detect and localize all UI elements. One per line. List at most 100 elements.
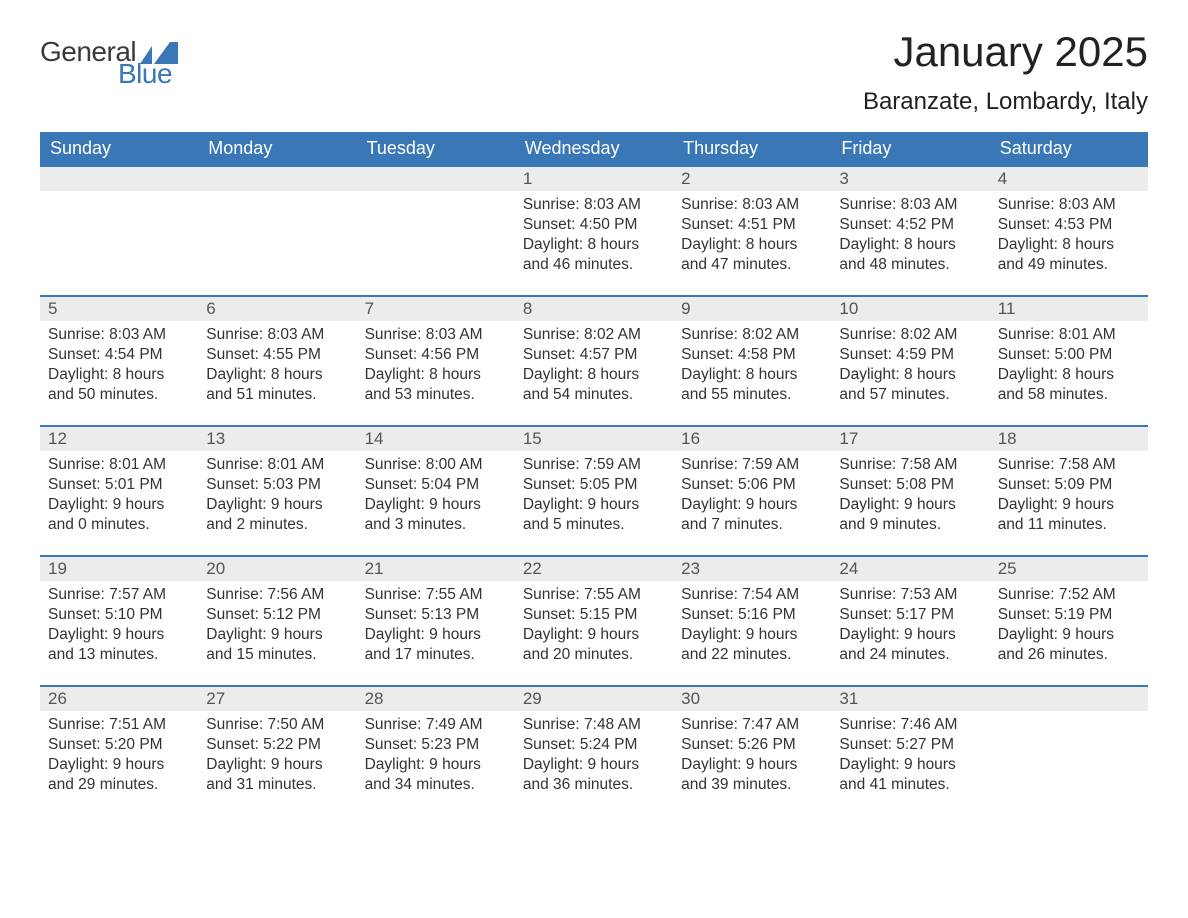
logo: General Blue [40,28,178,90]
day-header: Thursday [673,132,831,166]
week-row: 1Sunrise: 8:03 AMSunset: 4:50 PMDaylight… [40,166,1148,296]
day-header: Saturday [990,132,1148,166]
day-number: 28 [357,687,515,711]
day-cell: 16Sunrise: 7:59 AMSunset: 5:06 PMDayligh… [673,426,831,556]
day-cell: 10Sunrise: 8:02 AMSunset: 4:59 PMDayligh… [831,296,989,426]
day-number: 8 [515,297,673,321]
day-details: Sunrise: 8:03 AMSunset: 4:53 PMDaylight:… [990,191,1148,286]
day-number-empty [40,167,198,191]
day-header: Monday [198,132,356,166]
day-cell: 26Sunrise: 7:51 AMSunset: 5:20 PMDayligh… [40,686,198,816]
day-cell: 28Sunrise: 7:49 AMSunset: 5:23 PMDayligh… [357,686,515,816]
logo-text-blue: Blue [118,58,172,90]
day-cell: 13Sunrise: 8:01 AMSunset: 5:03 PMDayligh… [198,426,356,556]
day-cell: 29Sunrise: 7:48 AMSunset: 5:24 PMDayligh… [515,686,673,816]
day-number: 26 [40,687,198,711]
day-details: Sunrise: 8:02 AMSunset: 4:57 PMDaylight:… [515,321,673,416]
day-number: 4 [990,167,1148,191]
day-cell: 19Sunrise: 7:57 AMSunset: 5:10 PMDayligh… [40,556,198,686]
day-cell: 8Sunrise: 8:02 AMSunset: 4:57 PMDaylight… [515,296,673,426]
day-details: Sunrise: 8:02 AMSunset: 4:58 PMDaylight:… [673,321,831,416]
day-cell: 23Sunrise: 7:54 AMSunset: 5:16 PMDayligh… [673,556,831,686]
day-number: 20 [198,557,356,581]
day-cell: 27Sunrise: 7:50 AMSunset: 5:22 PMDayligh… [198,686,356,816]
day-details: Sunrise: 7:55 AMSunset: 5:15 PMDaylight:… [515,581,673,676]
day-cell [990,686,1148,816]
day-number: 14 [357,427,515,451]
day-number: 22 [515,557,673,581]
day-cell: 12Sunrise: 8:01 AMSunset: 5:01 PMDayligh… [40,426,198,556]
day-details: Sunrise: 8:03 AMSunset: 4:52 PMDaylight:… [831,191,989,286]
day-details: Sunrise: 7:54 AMSunset: 5:16 PMDaylight:… [673,581,831,676]
title-block: January 2025 Baranzate, Lombardy, Italy [863,28,1148,116]
day-number: 19 [40,557,198,581]
day-cell: 5Sunrise: 8:03 AMSunset: 4:54 PMDaylight… [40,296,198,426]
day-number: 11 [990,297,1148,321]
day-number: 15 [515,427,673,451]
week-row: 5Sunrise: 8:03 AMSunset: 4:54 PMDaylight… [40,296,1148,426]
day-number-empty [357,167,515,191]
week-row: 26Sunrise: 7:51 AMSunset: 5:20 PMDayligh… [40,686,1148,816]
day-number: 3 [831,167,989,191]
day-number: 25 [990,557,1148,581]
week-row: 19Sunrise: 7:57 AMSunset: 5:10 PMDayligh… [40,556,1148,686]
day-details: Sunrise: 7:48 AMSunset: 5:24 PMDaylight:… [515,711,673,806]
day-details: Sunrise: 7:58 AMSunset: 5:08 PMDaylight:… [831,451,989,546]
day-details: Sunrise: 7:57 AMSunset: 5:10 PMDaylight:… [40,581,198,676]
day-cell: 17Sunrise: 7:58 AMSunset: 5:08 PMDayligh… [831,426,989,556]
page-header: General Blue January 2025 Baranzate, Lom… [40,28,1148,116]
day-number: 16 [673,427,831,451]
day-number: 13 [198,427,356,451]
day-details: Sunrise: 7:50 AMSunset: 5:22 PMDaylight:… [198,711,356,806]
day-number: 31 [831,687,989,711]
day-details: Sunrise: 8:00 AMSunset: 5:04 PMDaylight:… [357,451,515,546]
day-details: Sunrise: 7:56 AMSunset: 5:12 PMDaylight:… [198,581,356,676]
day-cell: 14Sunrise: 8:00 AMSunset: 5:04 PMDayligh… [357,426,515,556]
day-number-empty [990,687,1148,711]
day-details: Sunrise: 8:03 AMSunset: 4:54 PMDaylight:… [40,321,198,416]
day-header: Tuesday [357,132,515,166]
day-details: Sunrise: 7:59 AMSunset: 5:06 PMDaylight:… [673,451,831,546]
day-details: Sunrise: 8:01 AMSunset: 5:01 PMDaylight:… [40,451,198,546]
day-number: 27 [198,687,356,711]
month-title: January 2025 [863,28,1148,76]
day-cell [198,166,356,296]
day-header: Friday [831,132,989,166]
day-cell: 9Sunrise: 8:02 AMSunset: 4:58 PMDaylight… [673,296,831,426]
day-number: 5 [40,297,198,321]
day-number: 9 [673,297,831,321]
day-number: 2 [673,167,831,191]
day-details: Sunrise: 7:52 AMSunset: 5:19 PMDaylight:… [990,581,1148,676]
day-details: Sunrise: 7:53 AMSunset: 5:17 PMDaylight:… [831,581,989,676]
day-number: 18 [990,427,1148,451]
day-number: 1 [515,167,673,191]
day-details: Sunrise: 8:03 AMSunset: 4:55 PMDaylight:… [198,321,356,416]
day-header: Wednesday [515,132,673,166]
day-cell: 24Sunrise: 7:53 AMSunset: 5:17 PMDayligh… [831,556,989,686]
day-details: Sunrise: 8:01 AMSunset: 5:00 PMDaylight:… [990,321,1148,416]
day-cell: 30Sunrise: 7:47 AMSunset: 5:26 PMDayligh… [673,686,831,816]
day-details: Sunrise: 7:59 AMSunset: 5:05 PMDaylight:… [515,451,673,546]
day-cell: 1Sunrise: 8:03 AMSunset: 4:50 PMDaylight… [515,166,673,296]
day-details: Sunrise: 8:02 AMSunset: 4:59 PMDaylight:… [831,321,989,416]
day-header: Sunday [40,132,198,166]
day-cell: 15Sunrise: 7:59 AMSunset: 5:05 PMDayligh… [515,426,673,556]
day-number: 12 [40,427,198,451]
day-details: Sunrise: 7:49 AMSunset: 5:23 PMDaylight:… [357,711,515,806]
day-number-empty [198,167,356,191]
day-cell: 11Sunrise: 8:01 AMSunset: 5:00 PMDayligh… [990,296,1148,426]
day-number: 10 [831,297,989,321]
day-cell: 7Sunrise: 8:03 AMSunset: 4:56 PMDaylight… [357,296,515,426]
day-header-row: SundayMondayTuesdayWednesdayThursdayFrid… [40,132,1148,166]
day-cell: 2Sunrise: 8:03 AMSunset: 4:51 PMDaylight… [673,166,831,296]
day-number: 6 [198,297,356,321]
day-details: Sunrise: 8:03 AMSunset: 4:51 PMDaylight:… [673,191,831,286]
day-cell: 18Sunrise: 7:58 AMSunset: 5:09 PMDayligh… [990,426,1148,556]
day-number: 21 [357,557,515,581]
day-number: 17 [831,427,989,451]
day-details: Sunrise: 8:01 AMSunset: 5:03 PMDaylight:… [198,451,356,546]
day-cell [40,166,198,296]
calendar-table: SundayMondayTuesdayWednesdayThursdayFrid… [40,132,1148,816]
day-details: Sunrise: 7:51 AMSunset: 5:20 PMDaylight:… [40,711,198,806]
day-cell: 22Sunrise: 7:55 AMSunset: 5:15 PMDayligh… [515,556,673,686]
